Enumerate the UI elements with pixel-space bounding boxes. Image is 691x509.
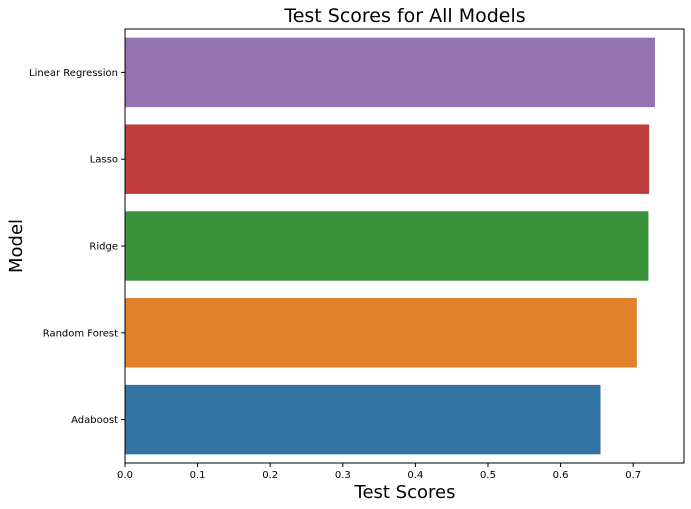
bar-lasso: [125, 124, 650, 194]
y-tick-label: Adaboost: [71, 415, 118, 426]
x-tick-label: 0.3: [335, 470, 351, 481]
y-axis-label: Model: [6, 219, 27, 273]
bar-adaboost: [125, 384, 601, 455]
bars-group: [125, 37, 655, 455]
x-tick-label: 0.7: [625, 470, 641, 481]
plot-frame: [124, 28, 685, 464]
x-tick-label: 0.1: [190, 470, 206, 481]
y-tick-label: Linear Regression: [29, 68, 118, 79]
y-axis-ticks: Linear Regression Lasso Ridge Random Forest…: [29, 68, 125, 426]
y-tick-label: Ridge: [89, 242, 118, 253]
chart-title: Test Scores for All Models: [283, 5, 525, 27]
x-tick-label: 0.5: [480, 470, 496, 481]
x-tick-label: 0.2: [262, 470, 278, 481]
x-axis-ticks: 0.0 0.1 0.2 0.3 0.4 0.5 0.6 0.7: [117, 463, 641, 481]
y-tick-label: Random Forest: [43, 328, 118, 339]
x-axis-label: Test Scores: [354, 482, 456, 503]
x-tick-label: 0.4: [407, 470, 423, 481]
bar-linear-regression: [125, 37, 655, 108]
bar-ridge: [125, 211, 649, 281]
bar-random-forest: [125, 298, 637, 368]
x-tick-label: 0.0: [117, 470, 133, 481]
y-tick-label: Lasso: [90, 155, 118, 166]
x-tick-label: 0.6: [553, 470, 569, 481]
